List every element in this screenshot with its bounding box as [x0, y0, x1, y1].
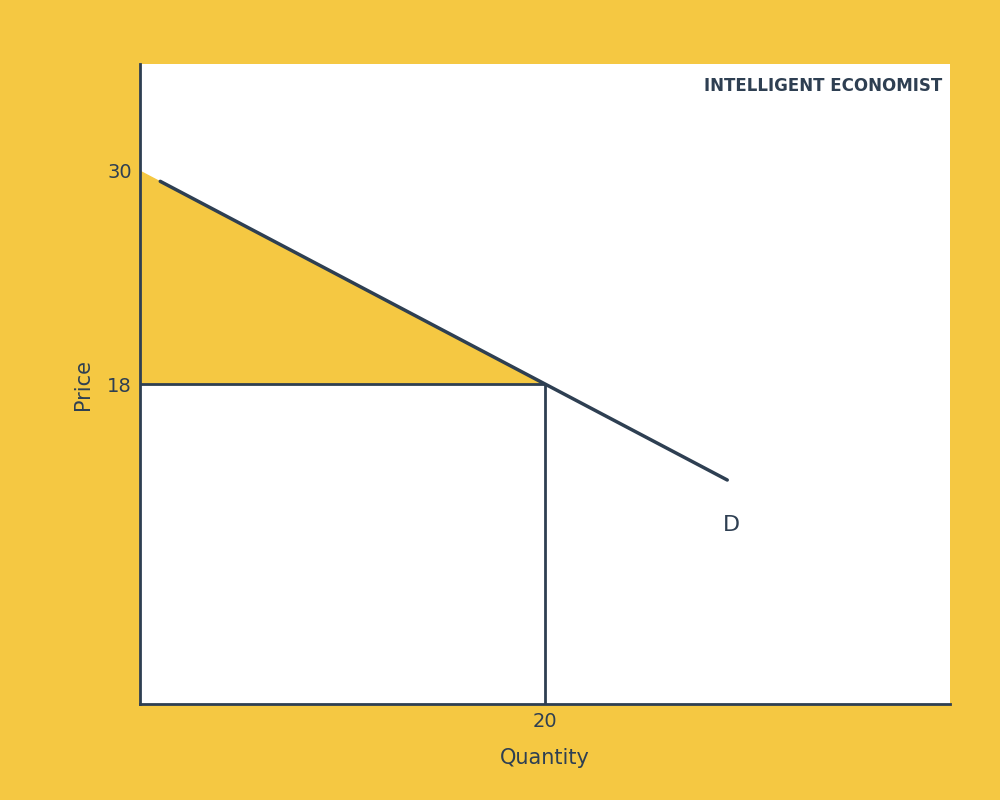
Polygon shape	[140, 170, 545, 384]
Text: INTELLIGENT ECONOMIST: INTELLIGENT ECONOMIST	[704, 77, 942, 94]
Y-axis label: Price: Price	[73, 358, 93, 410]
Text: D: D	[723, 515, 740, 534]
X-axis label: Quantity: Quantity	[500, 748, 590, 768]
